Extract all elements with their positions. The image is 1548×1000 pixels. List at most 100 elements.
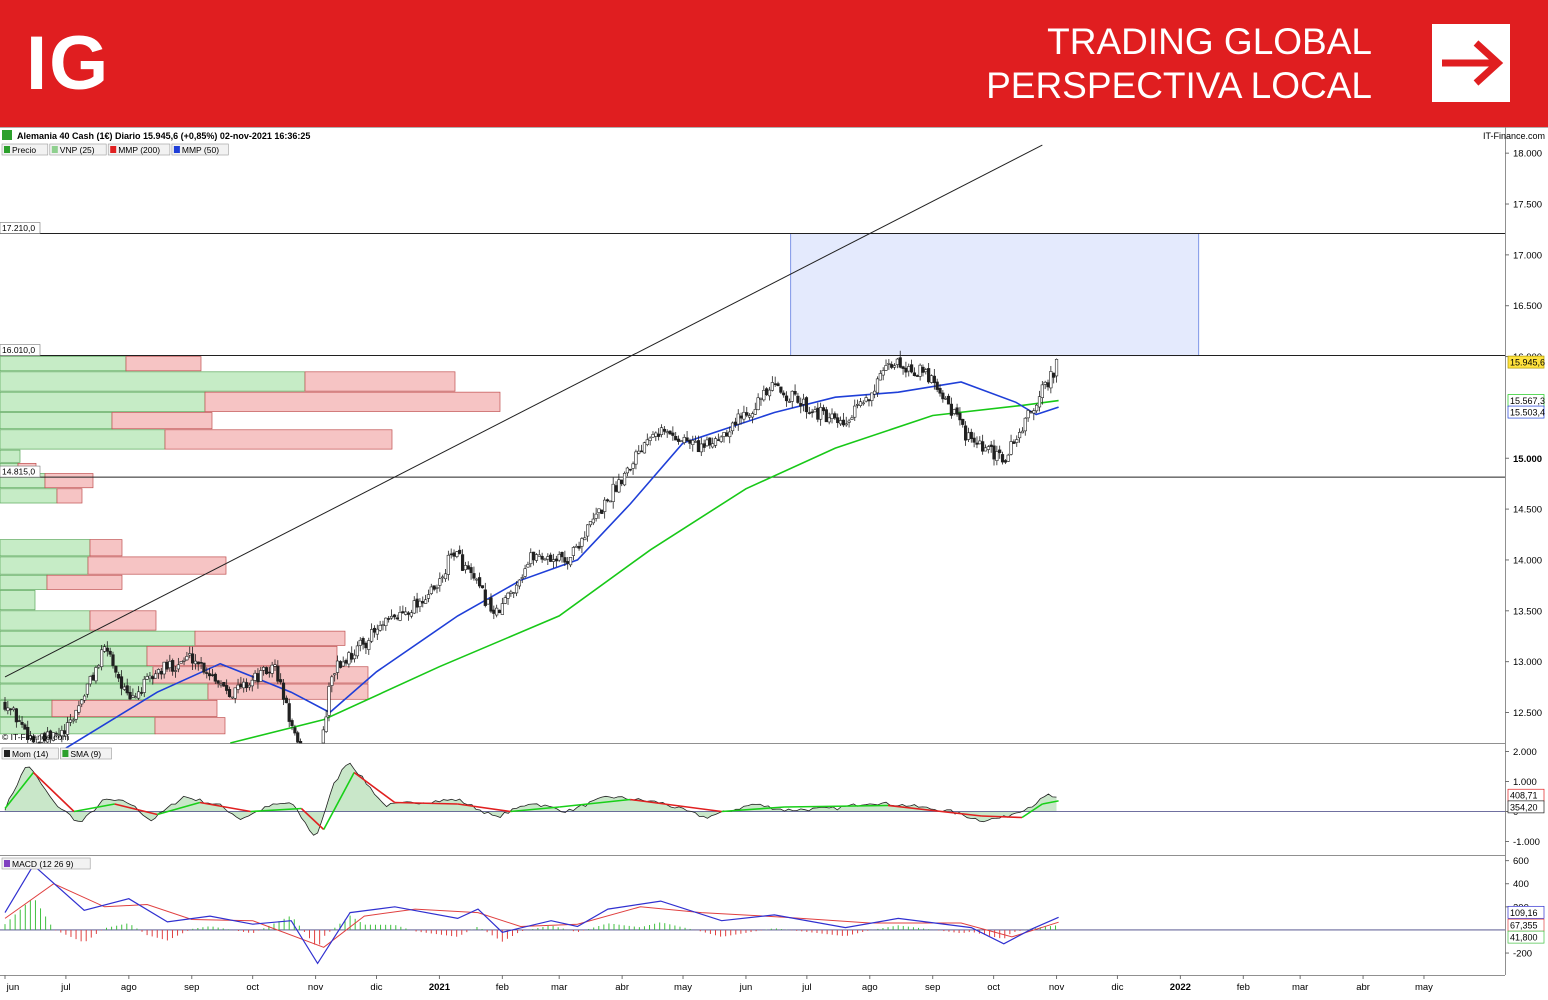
legend-item-label: MACD (12 26 9) (12, 859, 74, 869)
candle-body (11, 707, 16, 710)
volume-profile-sell-bar (89, 539, 123, 557)
candle-body (719, 436, 723, 442)
candle-body (100, 649, 104, 667)
candle-body (878, 373, 882, 381)
candle-body (202, 662, 206, 673)
candle-body (244, 682, 249, 689)
candle-body (614, 485, 618, 492)
candle-body (478, 577, 482, 587)
mom-sma-segment (630, 798, 722, 813)
candle-body (37, 742, 41, 744)
candle-body (495, 607, 499, 616)
candle-body (424, 599, 428, 604)
y-tick-label: 18.000 (1513, 149, 1542, 160)
x-tick-label: sep (925, 982, 940, 993)
y-tick-label: 12.500 (1513, 708, 1542, 719)
candle-body (222, 681, 226, 687)
candle-body (594, 513, 598, 519)
candle-body (588, 521, 593, 526)
legend-item-label: Mom (14) (12, 749, 49, 759)
candle-body (756, 397, 760, 411)
x-tick-label: may (674, 982, 692, 993)
candle-body (554, 558, 558, 562)
mom-sma-segment (394, 801, 458, 805)
candle-body (961, 418, 965, 425)
mom-sma-segment (250, 807, 302, 813)
legend-swatch (51, 146, 58, 153)
candle-body (452, 552, 456, 557)
candle-body (1035, 404, 1039, 412)
candle-body (256, 673, 260, 683)
candle-body (532, 551, 536, 561)
arrow-right-button[interactable] (1432, 24, 1510, 102)
trendline (4, 144, 1043, 678)
candle-body (387, 618, 391, 620)
candle-body (892, 365, 897, 368)
candle-body (136, 691, 141, 699)
candle-body (273, 664, 277, 667)
candle-body (338, 661, 342, 668)
candle-body (958, 412, 962, 421)
candle-body (154, 673, 158, 679)
candle-body (904, 367, 908, 373)
legend-swatch (173, 146, 180, 153)
volume-profile-sell-bar (125, 356, 202, 372)
candle-body (591, 518, 595, 524)
volume-profile-buy-bar (0, 371, 306, 392)
candle-body (88, 676, 92, 685)
candle-body (233, 687, 237, 699)
legend-item-label: VNP (25) (60, 145, 95, 155)
header-banner: IG TRADING GLOBAL PERSPECTIVA LOCAL (0, 0, 1548, 127)
candle-body (998, 449, 1002, 454)
candle-body (441, 576, 445, 579)
legend-item-box (1, 143, 49, 156)
candle-body (247, 684, 252, 688)
candle-body (418, 600, 422, 608)
candle-body (227, 689, 232, 697)
macd-y-tick-label: -200 (1513, 949, 1532, 960)
candle-body (409, 612, 414, 617)
candle-body (750, 413, 755, 418)
ma-50-line (65, 381, 1059, 749)
ma-200-line (230, 399, 1059, 744)
candle-body (537, 554, 541, 557)
volume-profile-sell-bar (146, 646, 338, 667)
candle-body (949, 403, 953, 416)
candle-body (963, 425, 968, 441)
candle-body (213, 673, 217, 682)
candle-body (819, 407, 823, 420)
mom-sma-segment (784, 804, 889, 808)
level-label-box (0, 465, 41, 478)
volume-profile-buy-bar (0, 646, 148, 667)
candle-body (205, 672, 209, 674)
tagline-line-2: PERSPECTIVA LOCAL (986, 65, 1372, 106)
candle-body (560, 552, 564, 558)
volume-profile-sell-bar (111, 412, 213, 430)
candle-body (748, 415, 752, 418)
candle-body (605, 499, 610, 502)
candle-body (787, 401, 791, 403)
candle-body (344, 660, 348, 664)
candle-body (651, 434, 655, 438)
y-tick-label: 14.000 (1513, 555, 1542, 566)
candle-body (858, 401, 863, 406)
candle-body (875, 378, 880, 394)
candle-body (509, 591, 513, 594)
mom-line (4, 762, 1057, 836)
x-tick-label: nov (308, 982, 324, 993)
candle-body (770, 382, 774, 391)
candle-body (557, 554, 561, 561)
volume-profile-sell-bar (194, 630, 346, 646)
ig-logo: IG (26, 21, 111, 106)
candle-body (855, 403, 860, 406)
candle-body (475, 578, 479, 581)
y-tick-label: 13.500 (1513, 606, 1542, 617)
legend-item-label: MMP (50) (182, 145, 219, 155)
candle-body (873, 390, 877, 395)
candle-body (762, 390, 766, 401)
candle-body (162, 661, 166, 675)
candle-body (1040, 384, 1044, 398)
legend-swatch (110, 146, 117, 153)
x-tick-label: sep (184, 982, 199, 993)
candle-body (972, 437, 976, 443)
